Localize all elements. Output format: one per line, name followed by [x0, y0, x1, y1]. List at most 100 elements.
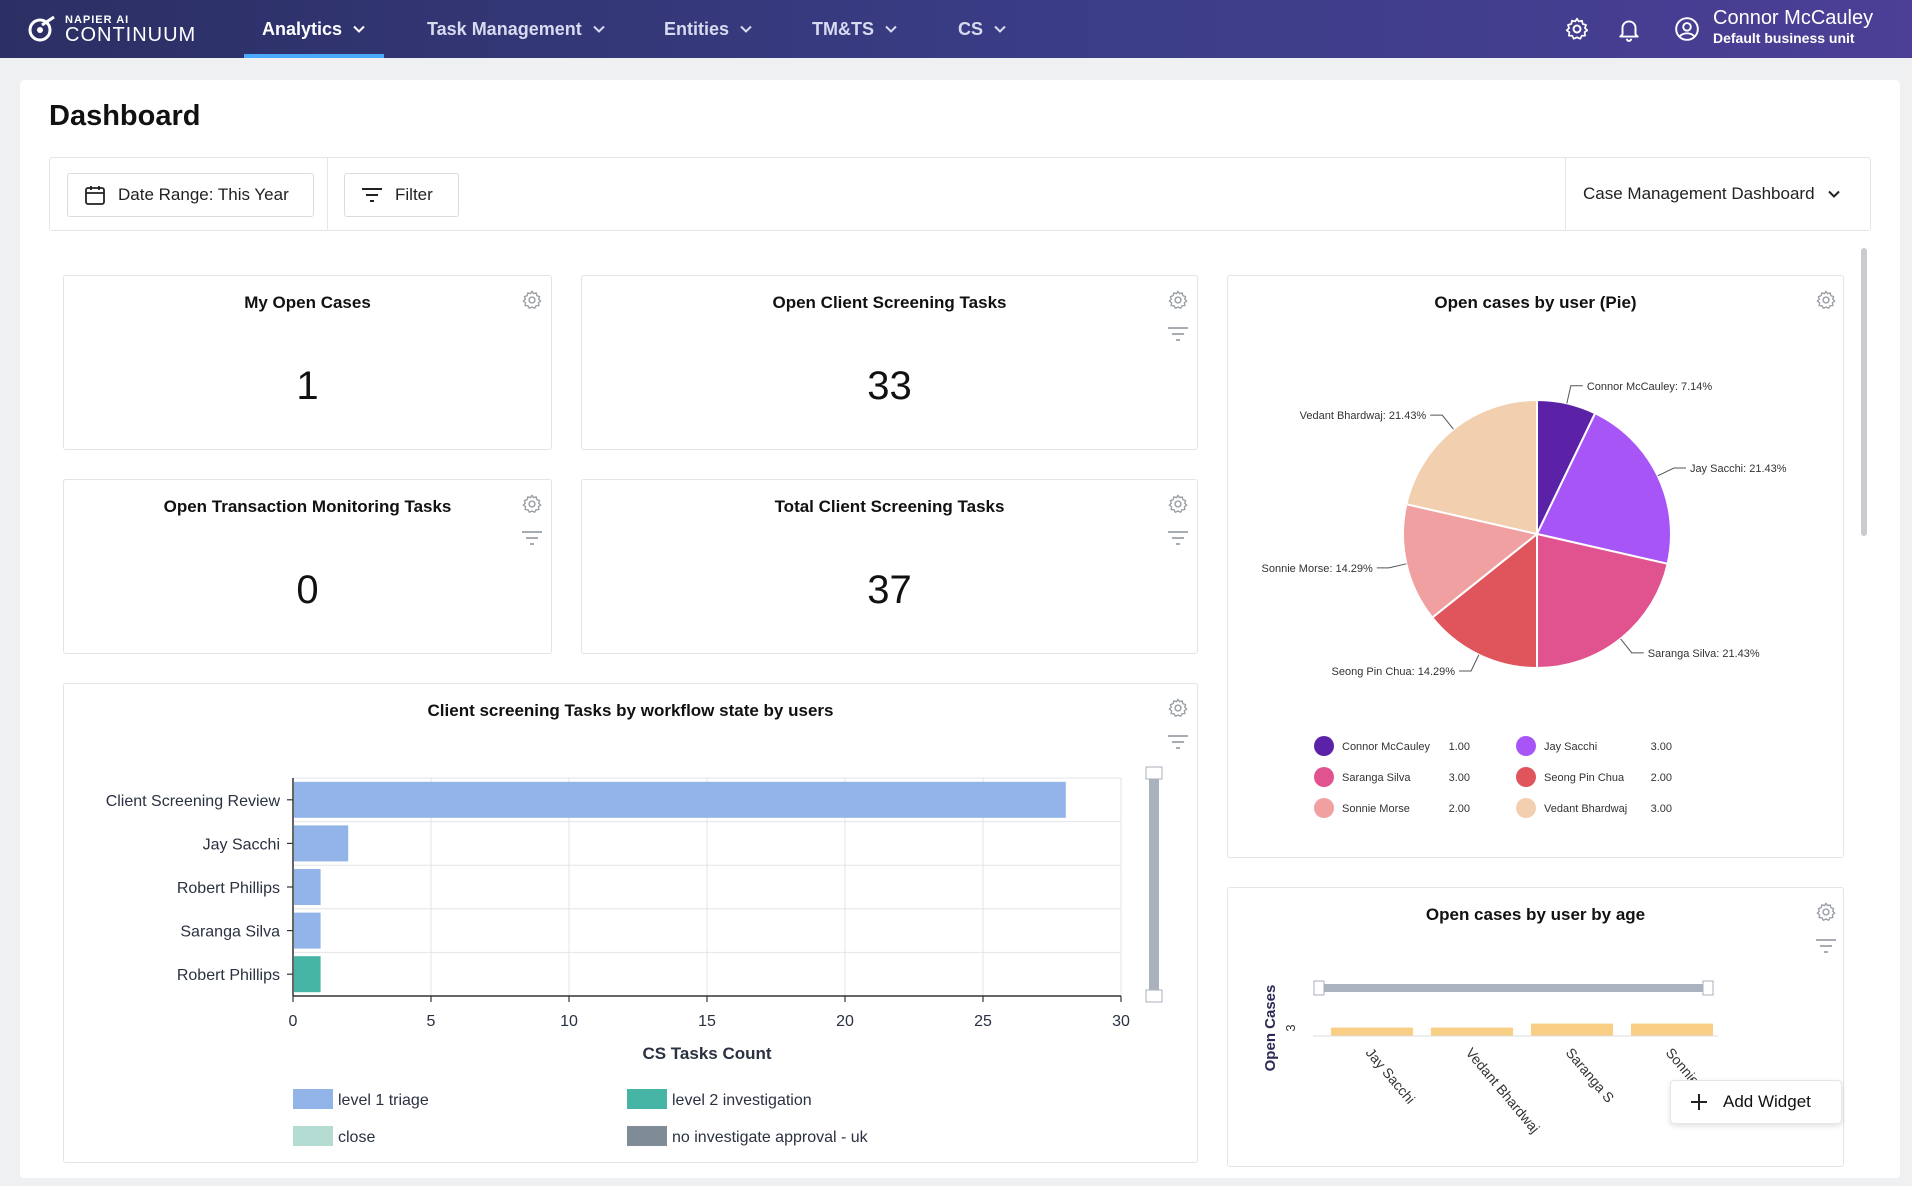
dashboard-toolbar: Date Range: This Year Filter Case Manage…: [49, 157, 1871, 231]
y-tick-label: 3: [1283, 1024, 1298, 1031]
pie-slice[interactable]: [1535, 411, 1672, 566]
widget-settings-gear-icon[interactable]: [521, 493, 543, 515]
filter-button[interactable]: Filter: [344, 173, 459, 217]
x-tick-label: Vedant Bhardwaj: [1463, 1045, 1543, 1136]
widget-open-cases-by-user-pie: Open cases by user (Pie) Connor McCauley…: [1227, 275, 1844, 858]
widget-total-client-screening-tasks: Total Client Screening Tasks 37: [581, 479, 1198, 654]
widget-settings-gear-icon[interactable]: [1815, 289, 1837, 311]
nav-analytics[interactable]: Analytics: [243, 0, 385, 58]
settings-gear-icon[interactable]: [1564, 16, 1590, 42]
nav-cs-label: CS: [958, 18, 984, 39]
nav-entities-label: Entities: [664, 18, 730, 39]
notifications-bell-icon[interactable]: [1616, 16, 1642, 42]
widget-title: Open Client Screening Tasks: [772, 293, 1007, 312]
pie-slice-label: Seong Pin Chua: 14.29%: [1332, 666, 1456, 678]
kpi-value: 37: [867, 568, 912, 612]
user-business-unit: Default business unit: [1713, 30, 1855, 46]
logo-brand-small: NAPIER AI: [65, 14, 130, 26]
y-axis-title: Open Cases: [1262, 985, 1279, 1072]
bar[interactable]: [294, 869, 321, 905]
dashboard-select[interactable]: Case Management Dashboard: [1583, 184, 1841, 204]
x-tick-label: 0: [289, 1013, 298, 1030]
legend-swatch: [1516, 767, 1536, 787]
slider-handle[interactable]: [1145, 989, 1163, 1003]
dashboard-scrollbar-thumb[interactable]: [1861, 248, 1867, 536]
nav-task-management[interactable]: Task Management: [427, 0, 606, 58]
legend-label: Jay Sacchi: [1544, 741, 1597, 753]
bar[interactable]: [1531, 1023, 1613, 1036]
bar[interactable]: [294, 912, 321, 949]
date-range-label: Date Range: This Year: [118, 185, 289, 204]
bar[interactable]: [294, 781, 1066, 818]
legend-swatch: [293, 1126, 333, 1146]
pie-chart-svg: Connor McCauley: 7.14% Jay Sacchi: 21.43%…: [1262, 381, 1787, 818]
legend-swatch: [1516, 798, 1536, 818]
legend-value: 2.00: [1651, 772, 1672, 784]
nav-entities[interactable]: Entities: [664, 0, 753, 58]
widget-filter-icon[interactable]: [521, 530, 543, 546]
pie-slice-label: Saranga Silva: 21.43%: [1648, 648, 1760, 660]
slider-handle[interactable]: [1313, 980, 1325, 996]
pie-slice-label: Sonnie Morse: 14.29%: [1262, 563, 1374, 575]
nav-analytics-label: Analytics: [262, 18, 343, 39]
widget-settings-gear-icon[interactable]: [1167, 697, 1189, 719]
widget-filter-icon[interactable]: [1167, 326, 1189, 342]
widget-open-client-screening-tasks: Open Client Screening Tasks 33: [581, 275, 1198, 450]
page-title: Dashboard: [49, 100, 201, 132]
bar[interactable]: [1631, 1023, 1713, 1036]
pie-slice[interactable]: [1405, 398, 1538, 536]
widget-title: My Open Cases: [244, 293, 371, 312]
legend-value: 3.00: [1651, 741, 1672, 753]
slider-handle[interactable]: [1702, 980, 1714, 996]
widget-filter-icon[interactable]: [1815, 938, 1837, 954]
bar[interactable]: [1431, 1027, 1513, 1036]
widget-open-cases-by-user-by-age: Open cases by user by age Open Cases 3 Jay…: [1227, 887, 1844, 1167]
x-axis-title: CS Tasks Count: [642, 1044, 771, 1063]
filter-icon: [362, 188, 382, 202]
toolbar-divider: [327, 158, 328, 230]
widget-filter-icon[interactable]: [1167, 734, 1189, 750]
chart-zoom-slider[interactable]: [1149, 772, 1159, 992]
y-tick-label: Client Screening Review: [106, 793, 281, 810]
pie-label-line: [1566, 385, 1583, 404]
legend-label: Saranga Silva: [1342, 772, 1411, 784]
chart-title: Open cases by user by age: [1425, 905, 1646, 924]
widget-settings-gear-icon[interactable]: [521, 289, 543, 311]
legend-label: Vedant Bhardwaj: [1544, 803, 1627, 815]
add-widget-button[interactable]: Add Widget: [1670, 1080, 1842, 1124]
legend-swatch: [627, 1126, 667, 1146]
widget-settings-gear-icon[interactable]: [1815, 901, 1837, 923]
y-tick-label: Robert Phillips: [177, 880, 280, 897]
widget-open-transaction-monitoring-tasks: Open Transaction Monitoring Tasks 0: [63, 479, 552, 654]
bar[interactable]: [294, 825, 349, 862]
nav-cs[interactable]: CS: [958, 0, 1007, 58]
bar[interactable]: [1331, 1027, 1413, 1036]
chart-zoom-slider[interactable]: [1318, 984, 1708, 992]
pie-slice[interactable]: [1402, 502, 1540, 619]
pie-slice-label: Vedant Bhardwaj: 21.43%: [1300, 410, 1427, 422]
widget-settings-gear-icon[interactable]: [1167, 289, 1189, 311]
bar[interactable]: [294, 956, 321, 993]
nav-tmts[interactable]: TM&TS: [812, 0, 898, 58]
logo-icon: [28, 15, 55, 42]
user-account-icon[interactable]: [1674, 16, 1700, 42]
date-range-button[interactable]: Date Range: This Year: [67, 173, 314, 217]
pie-slice-label: Connor McCauley: 7.14%: [1587, 381, 1713, 393]
chart-title: Client screening Tasks by workflow state…: [427, 701, 834, 720]
slider-handle[interactable]: [1145, 766, 1163, 780]
app-logo[interactable]: NAPIER AI CONTINUUM: [28, 12, 195, 46]
y-tick-label: Robert Phillips: [177, 967, 280, 984]
widget-cs-tasks-by-workflow-state: Client screening Tasks by workflow state…: [63, 683, 1198, 1163]
kpi-value: 33: [867, 364, 912, 408]
pie-slice[interactable]: [1536, 532, 1669, 670]
pie-slice[interactable]: [1430, 531, 1538, 670]
x-tick-label: 20: [836, 1013, 854, 1030]
chevron-down-icon: [353, 25, 365, 33]
legend-label: no investigate approval - uk: [672, 1129, 869, 1146]
user-name[interactable]: Connor McCauley: [1713, 7, 1874, 29]
widget-filter-icon[interactable]: [1167, 530, 1189, 546]
widget-settings-gear-icon[interactable]: [1167, 493, 1189, 515]
widget-title: Total Client Screening Tasks: [774, 497, 1005, 516]
pie-label-line: [1620, 638, 1644, 654]
plus-icon: [1691, 1094, 1707, 1110]
